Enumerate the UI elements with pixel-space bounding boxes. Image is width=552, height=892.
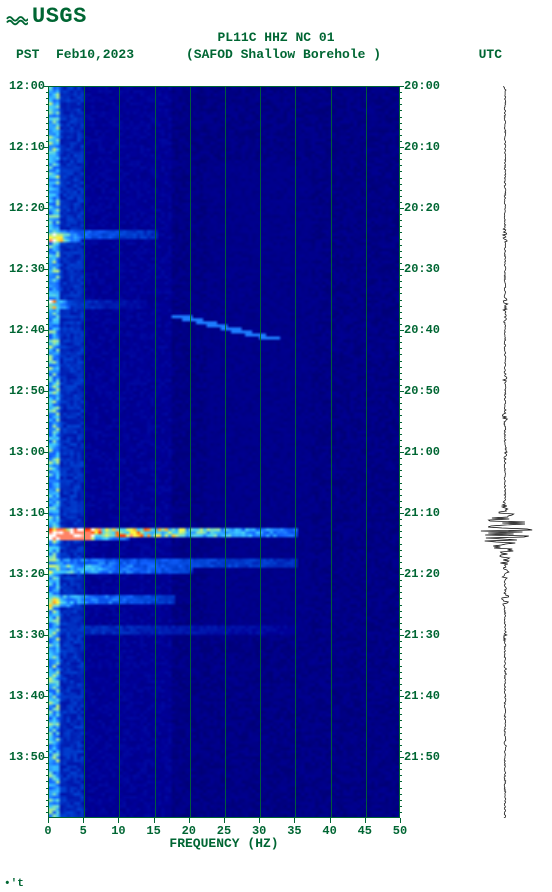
y-right-tick: 21:40 [404,689,440,703]
grid-line [366,87,367,817]
grid-line [84,87,85,817]
y-right-tick: 20:30 [404,262,440,276]
timezone-left: PST [16,47,56,62]
x-axis-label: FREQUENCY (HZ) [48,836,400,851]
grid-line [225,87,226,817]
ytick-mark [44,208,48,209]
timezone-right: UTC [442,47,502,62]
xtick-mark [154,818,155,823]
ytick-mark [44,86,48,87]
xtick-mark [400,818,401,823]
ytick-mark [400,391,404,392]
y-left-tick: 13:20 [9,567,45,581]
usgs-logo: USGS [6,4,87,29]
ytick-mark [44,757,48,758]
y-left-tick: 13:50 [9,750,45,764]
ytick-mark [400,513,404,514]
usgs-logo-text: USGS [32,4,87,29]
y-right-tick: 20:10 [404,140,440,154]
y-right-tick: 21:50 [404,750,440,764]
ytick-mark [44,696,48,697]
y-left-tick: 12:20 [9,201,45,215]
ytick-mark [400,452,404,453]
grid-line [119,87,120,817]
ytick-mark [44,574,48,575]
grid-line [295,87,296,817]
chart-title: PL11C HHZ NC 01 PST Feb10,2023 (SAFOD Sh… [0,30,552,62]
y-right-tick: 20:50 [404,384,440,398]
ytick-mark [400,574,404,575]
ytick-mark [400,208,404,209]
ytick-mark [400,269,404,270]
y-right-tick: 21:20 [404,567,440,581]
ytick-mark [44,330,48,331]
ytick-mark [400,635,404,636]
usgs-wave-icon [6,6,28,28]
xtick-mark [118,818,119,823]
y-right-tick: 20:00 [404,79,440,93]
grid-line [155,87,156,817]
y-left-tick: 12:00 [9,79,45,93]
y-axis-left: 12:0012:1012:2012:3012:4012:5013:0013:10… [0,86,47,818]
footer-mark: •'t [4,878,24,890]
xtick-mark [259,818,260,823]
xtick-mark [83,818,84,823]
y-left-tick: 12:10 [9,140,45,154]
seismogram-path [481,86,532,818]
ytick-mark [44,513,48,514]
seismogram-trace [475,86,535,818]
y-left-tick: 13:10 [9,506,45,520]
y-left-tick: 12:50 [9,384,45,398]
xtick-mark [189,818,190,823]
ytick-mark [400,696,404,697]
chart-id: PL11C HHZ NC 01 [0,30,552,45]
grid-line [331,87,332,817]
xtick-mark [330,818,331,823]
ytick-mark [400,757,404,758]
ytick-mark [44,452,48,453]
ytick-mark [44,147,48,148]
spectrogram-plot [48,86,400,818]
date-label: Feb10,2023 [56,47,156,62]
y-left-tick: 13:40 [9,689,45,703]
y-axis-right: 20:0020:1020:2020:3020:4020:5021:0021:10… [402,86,452,818]
ytick-mark [44,635,48,636]
xtick-mark [224,818,225,823]
ytick-mark [44,269,48,270]
xtick-mark [365,818,366,823]
y-left-tick: 12:40 [9,323,45,337]
xtick-mark [294,818,295,823]
ytick-mark [400,86,404,87]
ytick-mark [44,391,48,392]
y-left-tick: 12:30 [9,262,45,276]
ytick-mark [400,147,404,148]
spectrogram-canvas [49,87,399,817]
y-right-tick: 20:40 [404,323,440,337]
y-left-tick: 13:00 [9,445,45,459]
y-right-tick: 20:20 [404,201,440,215]
y-right-tick: 21:30 [404,628,440,642]
station-label: (SAFOD Shallow Borehole ) [156,47,442,62]
grid-line [190,87,191,817]
y-right-tick: 21:10 [404,506,440,520]
grid-line [260,87,261,817]
ytick-mark [400,330,404,331]
xtick-mark [48,818,49,823]
y-right-tick: 21:00 [404,445,440,459]
page-root: USGS PL11C HHZ NC 01 PST Feb10,2023 (SAF… [0,0,552,892]
y-left-tick: 13:30 [9,628,45,642]
